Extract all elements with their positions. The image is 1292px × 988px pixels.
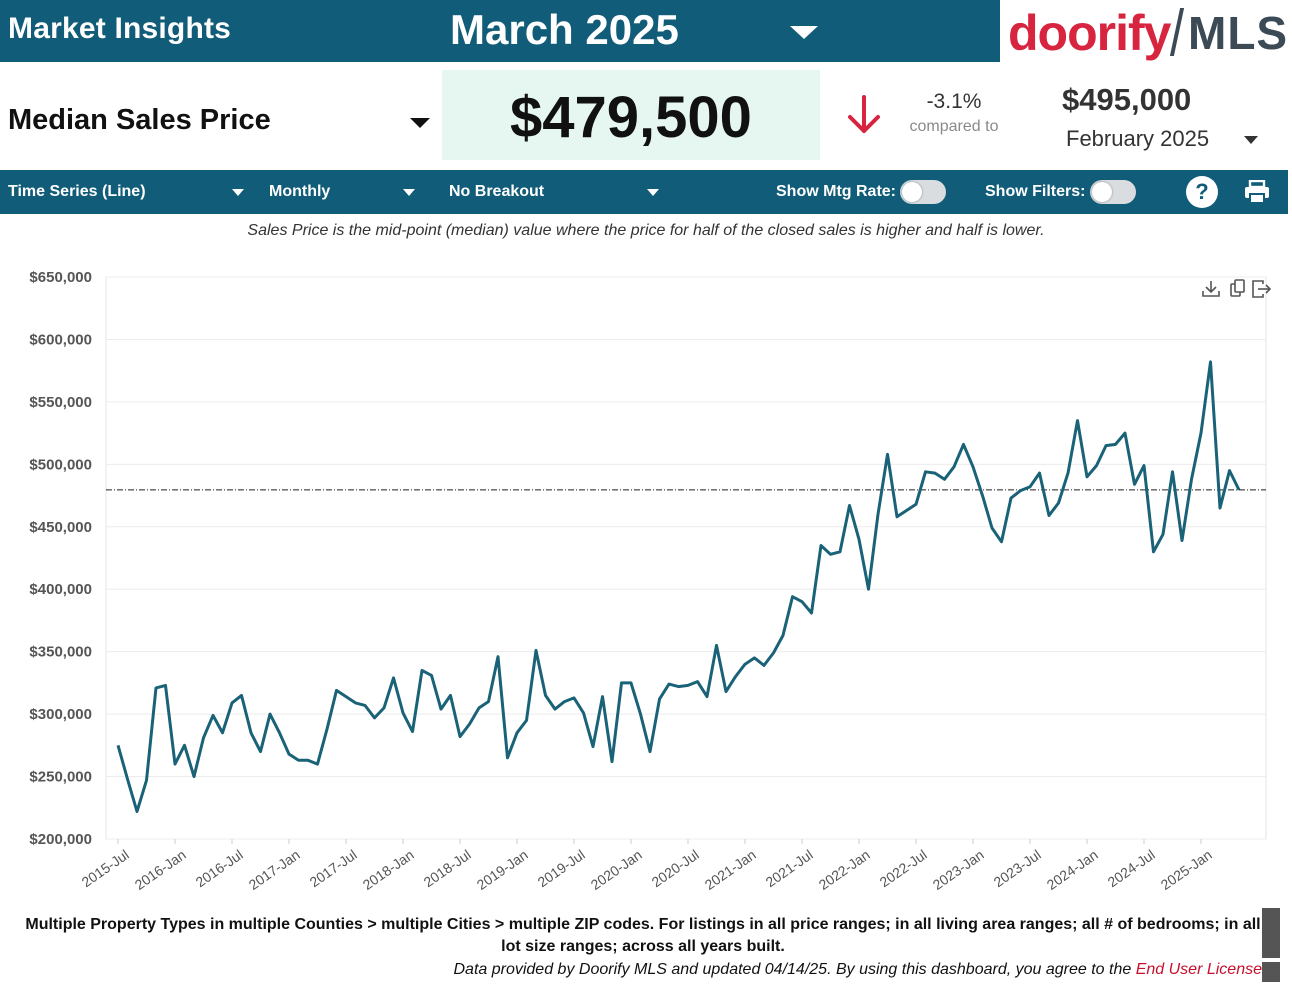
chevron-down-icon[interactable] bbox=[790, 26, 818, 39]
y-tick-label: $350,000 bbox=[29, 644, 92, 661]
metric-selector-label[interactable]: Median Sales Price bbox=[8, 104, 271, 136]
plot-frame bbox=[105, 276, 1267, 840]
metric-description: Sales Price is the mid-point (median) va… bbox=[247, 222, 1045, 239]
x-tick-label: 2019-Jan bbox=[474, 846, 531, 893]
x-tick-label: 2017-Jan bbox=[246, 846, 303, 893]
scrollbar-track[interactable] bbox=[1262, 962, 1280, 982]
download-icon[interactable] bbox=[1202, 281, 1220, 297]
x-tick-label: 2022-Jul bbox=[877, 846, 930, 890]
filter-summary: Multiple Property Types in multiple Coun… bbox=[25, 916, 1261, 955]
chevron-down-icon[interactable] bbox=[647, 189, 659, 196]
control-bar: Time Series (Line) Monthly No Breakout S… bbox=[0, 170, 1288, 214]
filters-toggle[interactable] bbox=[1090, 180, 1136, 204]
series-line bbox=[116, 360, 1241, 813]
chart-toolbar bbox=[1202, 279, 1272, 298]
page-title: Market Insights bbox=[8, 12, 232, 45]
x-tick-label: 2019-Jul bbox=[535, 846, 588, 890]
license-link[interactable]: End User License bbox=[1135, 961, 1262, 978]
x-tick-label: 2016-Jul bbox=[193, 846, 246, 890]
x-tick-label: 2020-Jan bbox=[588, 846, 645, 893]
x-tick-label: 2023-Jan bbox=[930, 846, 987, 893]
chevron-down-icon[interactable] bbox=[410, 118, 430, 128]
current-value-box: $479,500 bbox=[442, 70, 820, 160]
toggle-knob bbox=[902, 182, 922, 202]
copy-icon[interactable] bbox=[1230, 279, 1245, 297]
y-tick-label: $650,000 bbox=[29, 269, 92, 286]
logo-mls-text: MLS bbox=[1188, 7, 1289, 59]
x-tick-label: 2022-Jan bbox=[816, 846, 873, 893]
y-tick-label: $200,000 bbox=[29, 831, 92, 848]
print-icon[interactable] bbox=[1244, 180, 1270, 204]
chart-type-dropdown[interactable]: Time Series (Line) bbox=[8, 183, 146, 200]
chevron-down-icon[interactable] bbox=[1244, 136, 1258, 144]
breakout-dropdown[interactable]: No Breakout bbox=[449, 183, 545, 200]
compared-to-label: compared to bbox=[909, 118, 999, 135]
scrollbar-thumb[interactable] bbox=[1262, 908, 1280, 958]
x-tick-label: 2018-Jul bbox=[421, 846, 474, 890]
mtg-rate-label: Show Mtg Rate: bbox=[776, 183, 896, 200]
logo-divider bbox=[1169, 8, 1185, 56]
x-tick-label: 2024-Jul bbox=[1105, 846, 1158, 890]
change-percent: -3.1% bbox=[926, 90, 982, 113]
attribution-text: Data provided by Doorify MLS and updated… bbox=[453, 961, 1136, 978]
x-tick-label: 2018-Jan bbox=[360, 846, 417, 893]
current-value: $479,500 bbox=[510, 85, 752, 150]
chevron-down-icon[interactable] bbox=[403, 189, 415, 196]
y-tick-label: $450,000 bbox=[29, 519, 92, 536]
x-axis: 2015-Jul 2016-Jan 2016-Jul 2017-Jan 2017-Jul… bbox=[79, 839, 1215, 893]
y-tick-label: $550,000 bbox=[29, 394, 92, 411]
x-tick-label: 2021-Jan bbox=[702, 846, 759, 893]
line-chart: $200,000 $250,000 $300,000 $350,000 $400,000… bbox=[29, 269, 1267, 893]
chart-grid bbox=[105, 276, 1267, 840]
y-tick-label: $400,000 bbox=[29, 581, 92, 598]
logo-brand-text: doorify bbox=[1008, 5, 1171, 61]
x-tick-label: 2021-Jul bbox=[763, 846, 816, 890]
x-tick-label: 2015-Jul bbox=[79, 846, 132, 890]
x-tick-label: 2025-Jan bbox=[1158, 846, 1215, 893]
compare-month-selector[interactable]: February 2025 bbox=[1066, 126, 1210, 151]
x-tick-label: 2024-Jan bbox=[1044, 846, 1101, 893]
x-tick-label: 2017-Jul bbox=[307, 846, 360, 890]
filters-label: Show Filters: bbox=[985, 183, 1086, 200]
metric-summary: Median Sales Price $479,500 -3.1% compar… bbox=[0, 62, 1292, 170]
header-bar: Market Insights March 2025 bbox=[0, 0, 1000, 62]
toggle-knob bbox=[1092, 182, 1112, 202]
compare-value: $495,000 bbox=[1062, 82, 1192, 117]
doorify-logo: doorify MLS bbox=[1005, 2, 1292, 62]
interval-dropdown[interactable]: Monthly bbox=[269, 183, 331, 200]
y-tick-label: $600,000 bbox=[29, 331, 92, 348]
chevron-down-icon[interactable] bbox=[232, 189, 244, 196]
arrow-down-icon bbox=[848, 95, 880, 133]
y-tick-label: $300,000 bbox=[29, 706, 92, 723]
y-tick-label: $250,000 bbox=[29, 769, 92, 786]
x-tick-label: 2023-Jul bbox=[991, 846, 1044, 890]
x-tick-label: 2016-Jan bbox=[132, 846, 189, 893]
period-selector-label[interactable]: March 2025 bbox=[450, 6, 679, 53]
data-attribution: Data provided by Doorify MLS and updated… bbox=[0, 961, 1262, 979]
help-icon[interactable]: ? bbox=[1186, 176, 1218, 208]
y-axis: $200,000 $250,000 $300,000 $350,000 $400,000… bbox=[29, 269, 92, 848]
y-tick-label: $500,000 bbox=[29, 456, 92, 473]
export-icon[interactable] bbox=[1252, 280, 1272, 298]
mtg-rate-toggle[interactable] bbox=[900, 180, 946, 204]
x-tick-label: 2020-Jul bbox=[649, 846, 702, 890]
